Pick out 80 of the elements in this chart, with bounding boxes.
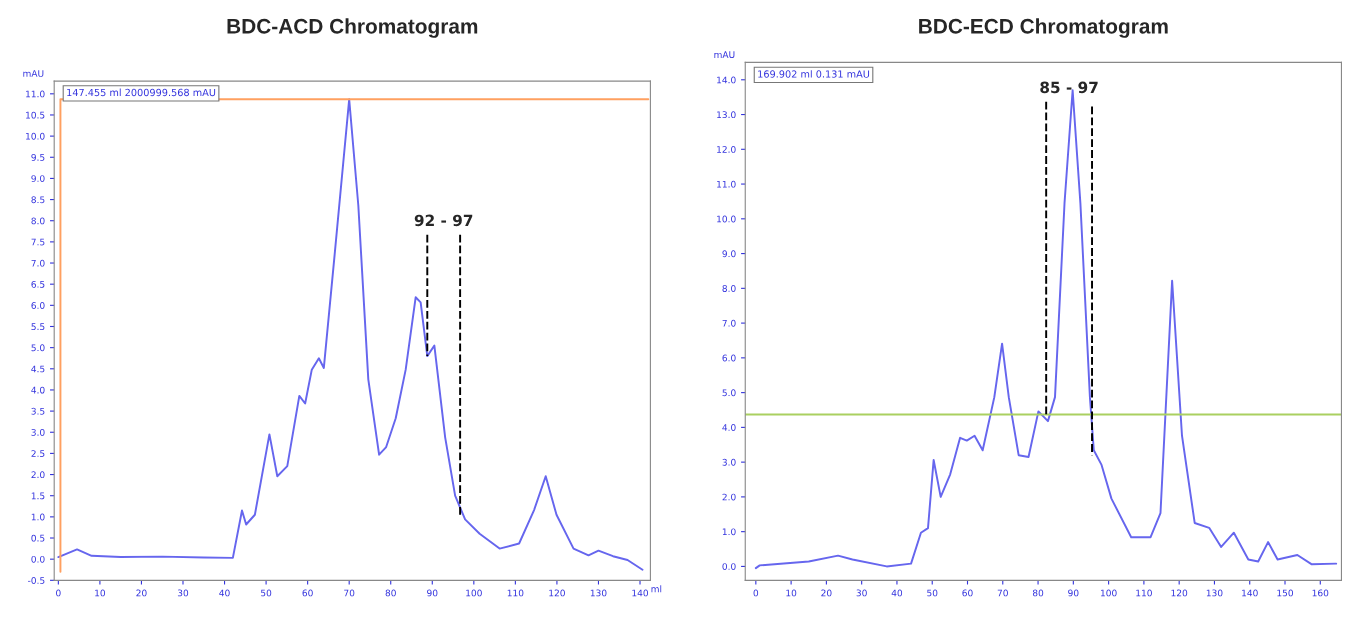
y-tick-label: 9.5 (31, 154, 45, 161)
x-tick-label: 60 (962, 589, 973, 597)
x-tick-label: 80 (385, 589, 396, 597)
y-tick-label: 0.0 (722, 563, 736, 570)
x-tick-label: 50 (261, 589, 272, 597)
y-tick-label: 7.0 (31, 259, 45, 267)
y-tick-label: -0.5 (28, 577, 45, 584)
x-tick-label: 30 (856, 589, 867, 597)
y-tick-label: 2.0 (722, 493, 736, 501)
y-tick-label: 3.0 (31, 428, 45, 436)
y-tick-label: 4.0 (31, 386, 45, 394)
x-tick-label: 150 (1277, 589, 1294, 597)
y-tick-label: 4.5 (31, 365, 45, 373)
x-tick-label: 90 (1068, 589, 1079, 597)
y-tick-label: 10.0 (717, 215, 736, 223)
y-axis-title: mAU (714, 51, 735, 59)
x-tick-label: 100 (1100, 589, 1117, 597)
y-tick-label: 7.0 (722, 319, 736, 327)
x-tick-label: 50 (927, 589, 938, 597)
y-tick-label: 11.0 (26, 90, 45, 98)
y-tick-label: 11.0 (717, 180, 736, 188)
y-tick-label: 9.0 (722, 250, 736, 258)
y-tick-label: 10.0 (26, 132, 45, 140)
x-tick-label: 10 (786, 589, 797, 597)
chart-title: BDC-ACD Chromatogram (227, 18, 478, 38)
x-tick-label: 130 (1206, 589, 1223, 597)
annotation: 169.902 ml 0.131 mAU (758, 70, 870, 78)
y-tick-label: 9.0 (31, 175, 45, 182)
x-tick-label: 20 (821, 589, 832, 597)
x-tick-label: 110 (1136, 589, 1152, 597)
x-tick-label: 120 (1171, 589, 1188, 597)
y-tick-label: 0.5 (31, 534, 45, 542)
x-tick-label: 120 (549, 589, 565, 597)
x-tick-label: 160 (1312, 589, 1329, 597)
y-tick-label: 5.0 (31, 344, 45, 352)
y-tick-label: 6.0 (722, 354, 736, 362)
chart-title: BDC-ECD Chromatogram (919, 18, 1168, 38)
y-tick-label: 1.0 (31, 513, 45, 521)
x-tick-label: 20 (136, 589, 147, 597)
x-tick-label: 110 (507, 589, 524, 597)
x-tick-label: 40 (891, 589, 903, 597)
x-tick-label: 100 (466, 589, 482, 597)
x-tick-label: 140 (632, 589, 649, 597)
y-tick-label: 13.0 (717, 111, 736, 119)
x-tick-label: 70 (344, 589, 355, 597)
annotation: 147.455 ml 2000999.568 mAU (67, 88, 216, 97)
x-tick-label: 60 (302, 589, 313, 597)
y-tick-label: 5.5 (31, 323, 45, 331)
y-tick-label: 5.0 (722, 389, 736, 397)
y-tick-label: 7.5 (31, 238, 45, 246)
x-tick-label: 80 (1032, 589, 1044, 597)
y-tick-label: 0.0 (31, 555, 45, 563)
y-tick-label: 1.5 (31, 492, 45, 500)
y-tick-label: 3.0 (722, 458, 736, 466)
x-tick-label: 130 (590, 589, 607, 597)
y-tick-label: 8.0 (722, 285, 736, 292)
y-tick-label: 10.5 (26, 111, 45, 119)
annotation: 92 - 97 (414, 214, 473, 227)
y-tick-label: 14.0 (717, 76, 736, 84)
x-tick-label: 90 (427, 589, 438, 597)
x-axis-title: ml (651, 585, 662, 593)
x-tick-label: 30 (177, 589, 189, 597)
y-tick-label: 1.0 (722, 528, 736, 536)
y-axis-title: mAU (23, 70, 44, 77)
x-tick-label: 70 (997, 589, 1008, 597)
x-tick-label: 0 (753, 589, 759, 597)
y-tick-label: 6.0 (31, 302, 45, 309)
y-tick-label: 12.0 (717, 146, 736, 153)
x-tick-label: 40 (219, 589, 230, 597)
y-tick-label: 2.0 (31, 471, 45, 479)
x-tick-label: 0 (56, 589, 61, 597)
y-tick-label: 2.5 (31, 450, 45, 457)
x-tick-label: 140 (1242, 589, 1258, 597)
annotation: 85 - 97 (1040, 81, 1098, 94)
y-tick-label: 4.0 (722, 424, 736, 431)
y-tick-label: 6.5 (31, 280, 45, 288)
y-tick-label: 3.5 (31, 407, 45, 415)
x-tick-label: 10 (95, 589, 106, 597)
y-tick-label: 8.0 (31, 217, 45, 225)
y-tick-label: 8.5 (31, 196, 45, 204)
